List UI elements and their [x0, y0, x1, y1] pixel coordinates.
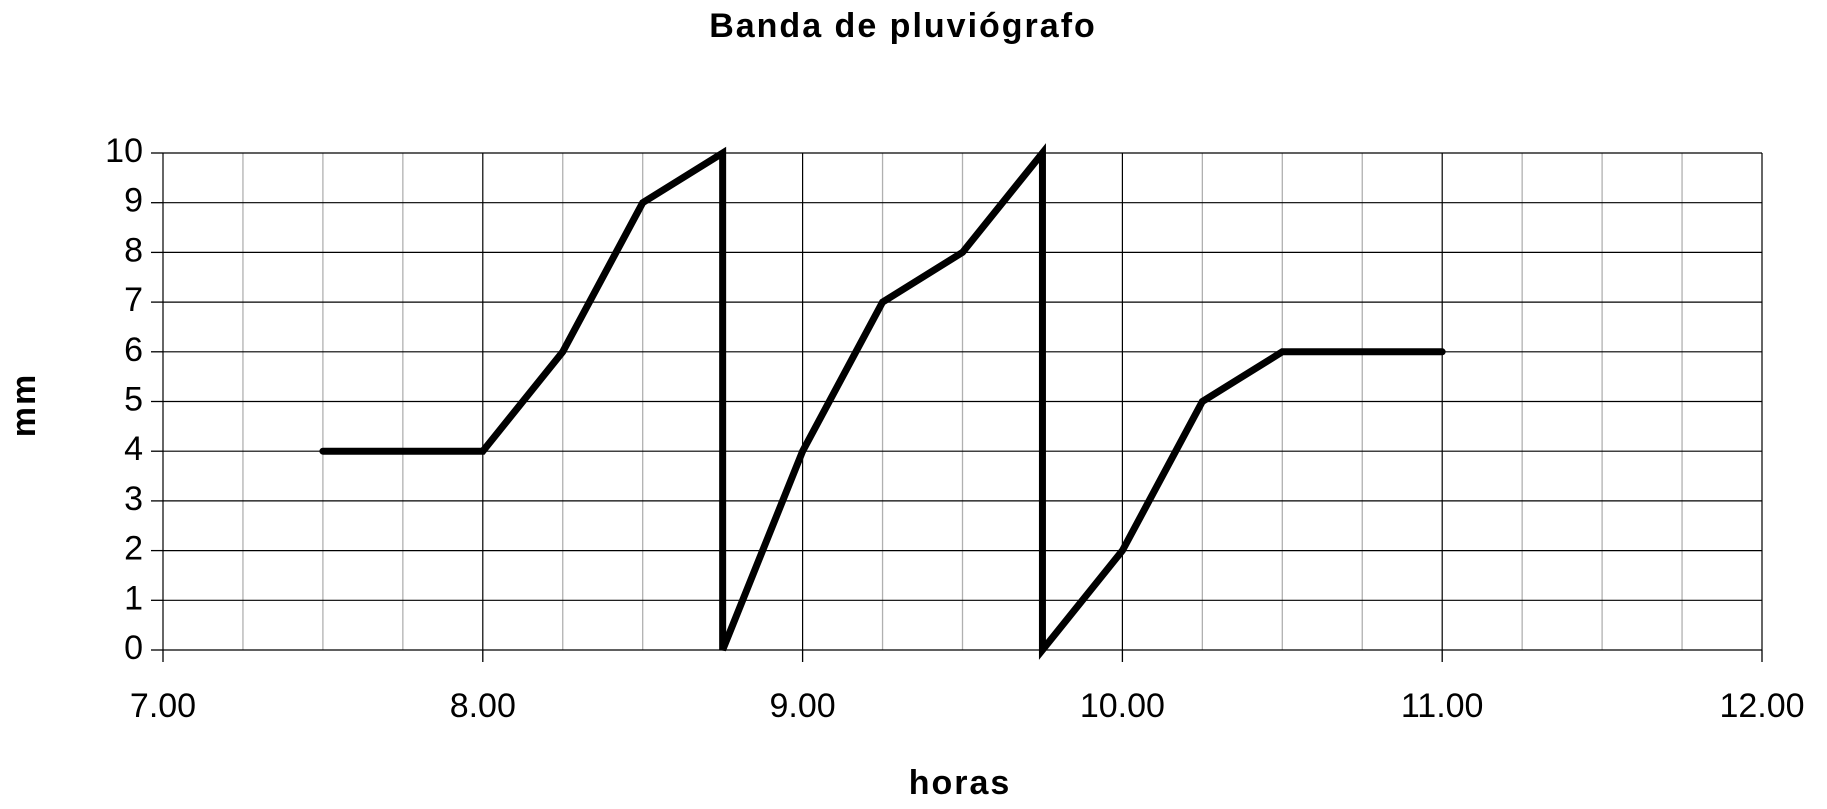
y-tick-label: 0 — [124, 629, 143, 667]
x-tick-label: 11.00 — [1401, 687, 1484, 725]
chart-title: Banda de pluviógrafo — [709, 7, 1097, 45]
x-tick-label: 10.00 — [1080, 687, 1165, 725]
y-axis-title: mm — [5, 373, 43, 437]
y-tick-label: 6 — [124, 331, 143, 369]
data-line — [319, 143, 1446, 660]
x-tick-label: 12.00 — [1719, 687, 1804, 725]
y-tick-label: 3 — [124, 480, 143, 518]
x-tick-label: 8.00 — [450, 687, 516, 725]
x-tick-label: 9.00 — [770, 687, 836, 725]
x-tick-label: 7.00 — [130, 687, 196, 725]
x-axis-title: horas — [909, 764, 1012, 802]
y-tick-label: 4 — [124, 430, 143, 468]
y-tick-label: 8 — [124, 231, 143, 269]
y-tick-label: 1 — [124, 579, 143, 617]
y-tick-label: 10 — [105, 132, 143, 170]
y-tick-label: 5 — [124, 380, 143, 418]
y-tick-label: 7 — [124, 281, 143, 319]
y-tick-label: 9 — [124, 182, 143, 220]
y-tick-label: 2 — [124, 530, 143, 568]
